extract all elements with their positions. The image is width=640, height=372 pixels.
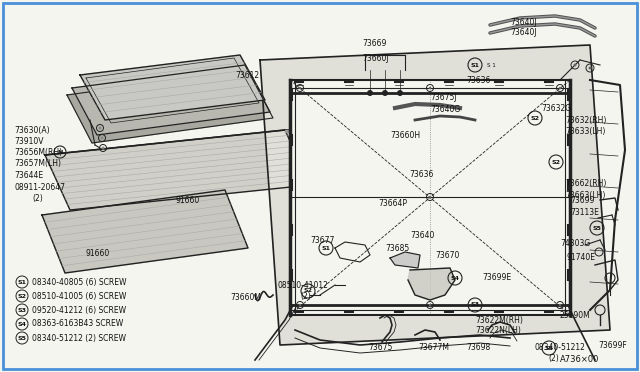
- Text: 73660H: 73660H: [390, 131, 420, 140]
- Text: 73636: 73636: [409, 170, 433, 179]
- Text: S1: S1: [321, 246, 330, 250]
- Text: 73644E: 73644E: [14, 170, 43, 180]
- Text: 73640J: 73640J: [510, 17, 536, 26]
- Text: S2: S2: [17, 294, 26, 298]
- Text: 91740E: 91740E: [567, 253, 596, 263]
- Text: 73640J: 73640J: [510, 28, 536, 36]
- Text: 73640G: 73640G: [430, 105, 460, 113]
- Text: 74303G: 74303G: [560, 238, 590, 247]
- Text: 73657M(LH): 73657M(LH): [14, 158, 61, 167]
- Text: 73632G: 73632G: [541, 103, 571, 112]
- Text: 91660: 91660: [85, 248, 109, 257]
- Text: 73640: 73640: [410, 231, 435, 240]
- Text: 73699: 73699: [570, 196, 595, 205]
- Text: 73677: 73677: [310, 235, 334, 244]
- Text: 91660: 91660: [175, 196, 199, 205]
- Text: S4: S4: [17, 321, 26, 327]
- Polygon shape: [285, 130, 310, 132]
- Circle shape: [429, 87, 431, 89]
- Text: 73656M(RH): 73656M(RH): [14, 148, 62, 157]
- Text: 73660M: 73660M: [230, 294, 261, 302]
- Text: 73669: 73669: [362, 38, 387, 48]
- Text: S5: S5: [593, 225, 602, 231]
- Polygon shape: [390, 252, 420, 268]
- Text: 08510-41012: 08510-41012: [278, 280, 329, 289]
- Text: 08340-51212: 08340-51212: [535, 343, 586, 353]
- Polygon shape: [80, 55, 265, 120]
- Text: S3: S3: [470, 302, 479, 308]
- Text: 08340-40805 (6) SCREW: 08340-40805 (6) SCREW: [32, 278, 127, 286]
- Polygon shape: [290, 80, 570, 315]
- Text: 73677M: 73677M: [418, 343, 449, 353]
- Text: 73699F: 73699F: [598, 340, 627, 350]
- Text: 73660J: 73660J: [362, 54, 388, 62]
- Text: 08363-6163B43 SCREW: 08363-6163B43 SCREW: [32, 320, 124, 328]
- Circle shape: [573, 64, 577, 67]
- Text: S1: S1: [470, 62, 479, 67]
- Text: 73630(A): 73630(A): [14, 125, 50, 135]
- Text: S 1: S 1: [487, 62, 496, 67]
- Text: 73685: 73685: [385, 244, 409, 253]
- Text: 73662(RH): 73662(RH): [565, 179, 606, 187]
- Text: 73622M(RH): 73622M(RH): [475, 315, 523, 324]
- Circle shape: [100, 137, 104, 140]
- Circle shape: [99, 126, 102, 129]
- Text: S1: S1: [17, 279, 26, 285]
- Circle shape: [382, 90, 388, 96]
- Text: S5: S5: [545, 346, 554, 350]
- Text: S4: S4: [451, 276, 460, 280]
- Circle shape: [299, 304, 301, 306]
- Text: (2): (2): [32, 193, 43, 202]
- Text: S2: S2: [531, 115, 540, 121]
- Circle shape: [429, 304, 431, 306]
- Text: 08911-20647: 08911-20647: [14, 183, 65, 192]
- Text: 73675: 73675: [368, 343, 392, 353]
- Text: S3: S3: [17, 308, 26, 312]
- Text: 73675J: 73675J: [430, 93, 456, 102]
- Text: 73670: 73670: [435, 251, 460, 260]
- Text: 73698: 73698: [466, 343, 490, 353]
- Text: 73612: 73612: [235, 71, 259, 80]
- Text: 73664P: 73664P: [378, 199, 407, 208]
- Text: N: N: [58, 150, 63, 154]
- Circle shape: [589, 67, 591, 70]
- Polygon shape: [45, 130, 310, 210]
- Text: 08340-51212 (2) SCREW: 08340-51212 (2) SCREW: [32, 334, 126, 343]
- Polygon shape: [67, 70, 273, 143]
- Circle shape: [102, 147, 104, 150]
- Text: 73622N(LH): 73622N(LH): [475, 327, 521, 336]
- Circle shape: [559, 304, 561, 306]
- Text: 73636: 73636: [466, 76, 490, 84]
- Text: 08510-41005 (6) SCREW: 08510-41005 (6) SCREW: [32, 292, 126, 301]
- Text: 73632(RH): 73632(RH): [565, 115, 606, 125]
- Text: A736×00: A736×00: [560, 356, 600, 365]
- Circle shape: [397, 90, 403, 96]
- Polygon shape: [408, 268, 455, 300]
- Text: 73633(LH): 73633(LH): [565, 126, 605, 135]
- Text: 73699E: 73699E: [482, 273, 511, 282]
- Circle shape: [299, 87, 301, 89]
- Circle shape: [367, 90, 373, 96]
- Text: 25190M: 25190M: [560, 311, 591, 321]
- Text: 73113E: 73113E: [570, 208, 599, 217]
- Polygon shape: [260, 45, 610, 345]
- Text: (2): (2): [300, 292, 311, 301]
- Circle shape: [429, 196, 431, 198]
- Text: S5: S5: [17, 336, 26, 340]
- Text: (2): (2): [548, 353, 559, 362]
- Text: S2: S2: [552, 160, 561, 164]
- Text: 73663(LH): 73663(LH): [565, 190, 605, 199]
- Text: 09520-41212 (6) SCREW: 09520-41212 (6) SCREW: [32, 305, 126, 314]
- Circle shape: [559, 87, 561, 89]
- Text: S2: S2: [303, 289, 312, 294]
- Polygon shape: [42, 190, 248, 273]
- Text: 73910V: 73910V: [14, 137, 44, 145]
- Polygon shape: [72, 65, 270, 135]
